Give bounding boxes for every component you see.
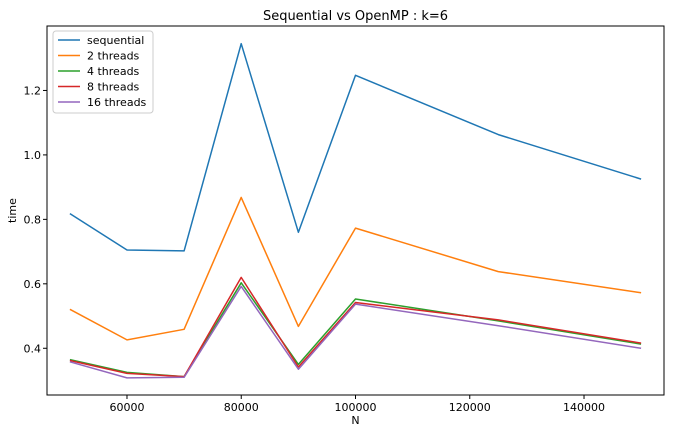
y-axis-label: time: [6, 198, 19, 223]
y-tick-label: 0.4: [24, 342, 42, 355]
legend-label: sequential: [87, 34, 144, 47]
x-tick-label: 120000: [449, 401, 491, 414]
legend-label: 2 threads: [87, 50, 140, 63]
x-axis: 60000 80000 100000 120000 140000: [109, 395, 605, 414]
series-line: [69, 285, 642, 379]
x-tick-label: 100000: [335, 401, 377, 414]
legend-label: 16 threads: [87, 96, 147, 109]
series-line: [69, 42, 642, 252]
y-axis: 0.4 0.6 0.8 1.0 1.2: [24, 84, 47, 355]
legend-label: 8 threads: [87, 81, 140, 94]
y-tick-label: 1.0: [24, 149, 42, 162]
y-tick-label: 0.6: [24, 278, 42, 291]
y-tick-label: 1.2: [24, 84, 42, 97]
series-lines: [69, 42, 642, 379]
x-tick-label: 140000: [563, 401, 605, 414]
legend-box: [52, 30, 154, 114]
series-line: [69, 276, 642, 378]
chart-title: Sequential vs OpenMP : k=6: [263, 9, 448, 24]
x-tick-label: 80000: [224, 401, 259, 414]
series-line: [69, 196, 642, 341]
y-tick-label: 0.8: [24, 213, 42, 226]
x-tick-label: 60000: [109, 401, 144, 414]
legend-label: 4 threads: [87, 65, 140, 78]
legend: sequential 2 threads 4 threads 8 threads 16 …: [52, 30, 154, 114]
x-axis-label: N: [351, 414, 359, 427]
